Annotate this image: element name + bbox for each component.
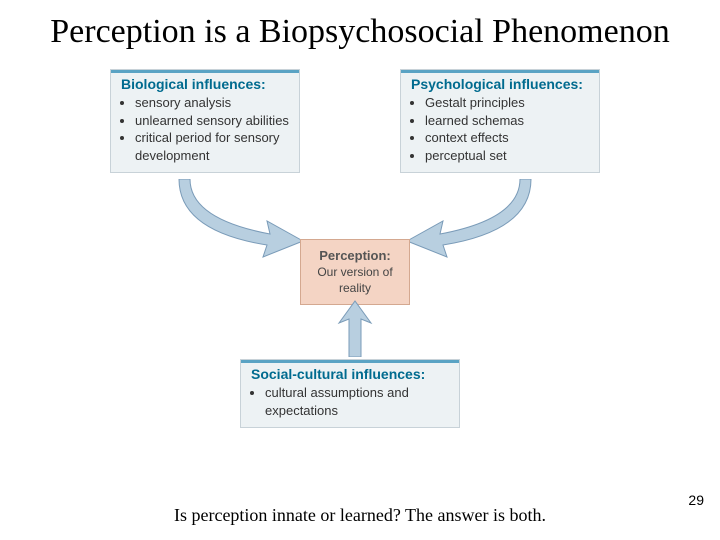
list-item: critical period for sensory development <box>135 129 289 164</box>
social-list: cultural assumptions and expectations <box>241 384 459 427</box>
psych-list: Gestalt principles learned schemas conte… <box>401 94 599 172</box>
social-header: Social-cultural influences: <box>241 360 459 384</box>
arrow-psych-to-center <box>395 179 535 259</box>
center-subtitle: Our version of reality <box>307 265 403 296</box>
arrow-social-to-center <box>335 299 375 357</box>
diagram-area: Biological influences: sensory analysis … <box>0 59 720 449</box>
psych-header: Psychological influences: <box>401 70 599 94</box>
perception-center-box: Perception: Our version of reality <box>300 239 410 305</box>
slide-title: Perception is a Biopsychosocial Phenomen… <box>0 0 720 59</box>
social-cultural-box: Social-cultural influences: cultural ass… <box>240 359 460 428</box>
psych-top-bar <box>401 70 599 73</box>
psychological-box: Psychological influences: Gestalt princi… <box>400 69 600 173</box>
list-item: sensory analysis <box>135 94 289 112</box>
arrow-bio-to-center <box>175 179 315 259</box>
social-top-bar <box>241 360 459 363</box>
list-item: context effects <box>425 129 589 147</box>
footer-text: Is perception innate or learned? The ans… <box>0 505 720 526</box>
center-title: Perception: <box>307 248 403 265</box>
list-item: learned schemas <box>425 112 589 130</box>
list-item: cultural assumptions and expectations <box>265 384 449 419</box>
biological-box: Biological influences: sensory analysis … <box>110 69 300 173</box>
list-item: perceptual set <box>425 147 589 165</box>
bio-list: sensory analysis unlearned sensory abili… <box>111 94 299 172</box>
bio-header: Biological influences: <box>111 70 299 94</box>
bio-top-bar <box>111 70 299 73</box>
list-item: Gestalt principles <box>425 94 589 112</box>
list-item: unlearned sensory abilities <box>135 112 289 130</box>
